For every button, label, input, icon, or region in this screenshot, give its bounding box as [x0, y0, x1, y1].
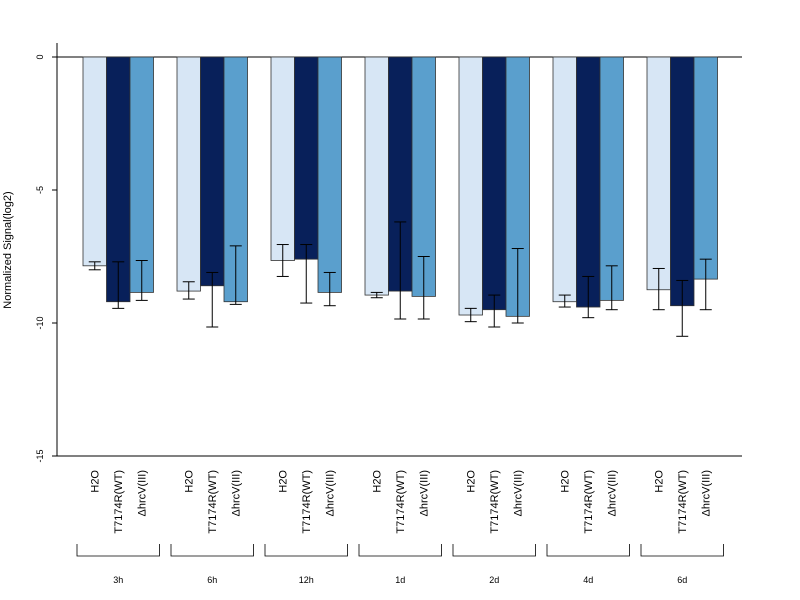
bar-label: T7174R(WT) [301, 470, 313, 534]
bar-label: ΔhrcV(III) [419, 470, 431, 516]
bar [458, 56, 483, 316]
group-label: 12h [299, 575, 314, 585]
bar-label: H2O [560, 470, 572, 493]
bars [82, 56, 718, 317]
bar-label: ΔhrcV(III) [137, 470, 149, 516]
bar [129, 56, 154, 293]
bar [294, 56, 319, 260]
bar [364, 56, 389, 296]
group-label: 6d [677, 575, 687, 585]
group-label: 6h [207, 575, 217, 585]
bar-label: T7174R(WT) [113, 470, 125, 534]
bar-label: ΔhrcV(III) [513, 470, 525, 516]
bar [670, 56, 695, 307]
y-tick-label: -10 [35, 316, 45, 329]
bar-label: ΔhrcV(III) [231, 470, 243, 516]
error-bars [88, 221, 712, 337]
y-tick-label: -5 [35, 186, 45, 194]
bar-label: H2O [184, 470, 196, 493]
bar [576, 56, 601, 308]
bar-label: T7174R(WT) [677, 470, 689, 534]
y-tick-label: -15 [35, 449, 45, 462]
bar-label: H2O [90, 470, 102, 493]
bar [176, 56, 201, 292]
bar-label: H2O [466, 470, 478, 493]
group-label: 4d [583, 575, 593, 585]
bar-labels: H2O T7174R(WT) ΔhrcV(III) H2O T7174R(WT) Δhrc… [90, 470, 713, 534]
bar [482, 56, 507, 311]
group-brackets: 3h 6h 12h 1d 2d 4d 6d [76, 544, 724, 585]
bar [82, 56, 107, 267]
y-axis-label: Normalized Signal(log2) [2, 191, 14, 308]
bar [200, 56, 225, 287]
bar-label: H2O [278, 470, 290, 493]
bar [646, 56, 671, 291]
group-bracket [264, 544, 348, 557]
bar [552, 56, 577, 303]
group-label: 2d [489, 575, 499, 585]
bar-label: T7174R(WT) [207, 470, 219, 534]
bar-label: T7174R(WT) [583, 470, 595, 534]
group-bracket [452, 544, 536, 557]
group-bracket [358, 544, 442, 557]
group-bracket [546, 544, 630, 557]
bar-label: ΔhrcV(III) [607, 470, 619, 516]
group-label: 3h [113, 575, 123, 585]
y-tick-label: 0 [35, 54, 45, 59]
group-bracket [640, 544, 724, 557]
group-bracket [76, 544, 160, 557]
bar-label: T7174R(WT) [489, 470, 501, 534]
bar-label: ΔhrcV(III) [325, 470, 337, 516]
bar [270, 56, 295, 261]
bar-label: H2O [654, 470, 666, 493]
group-label: 1d [395, 575, 405, 585]
y-ticks: 0 -5 -10 -15 [35, 54, 57, 463]
group-bracket [170, 544, 254, 557]
bar [693, 56, 718, 280]
bar [599, 56, 624, 301]
bar [317, 56, 342, 293]
bar-label: H2O [372, 470, 384, 493]
bar-label: T7174R(WT) [395, 470, 407, 534]
bar-label: ΔhrcV(III) [701, 470, 713, 516]
